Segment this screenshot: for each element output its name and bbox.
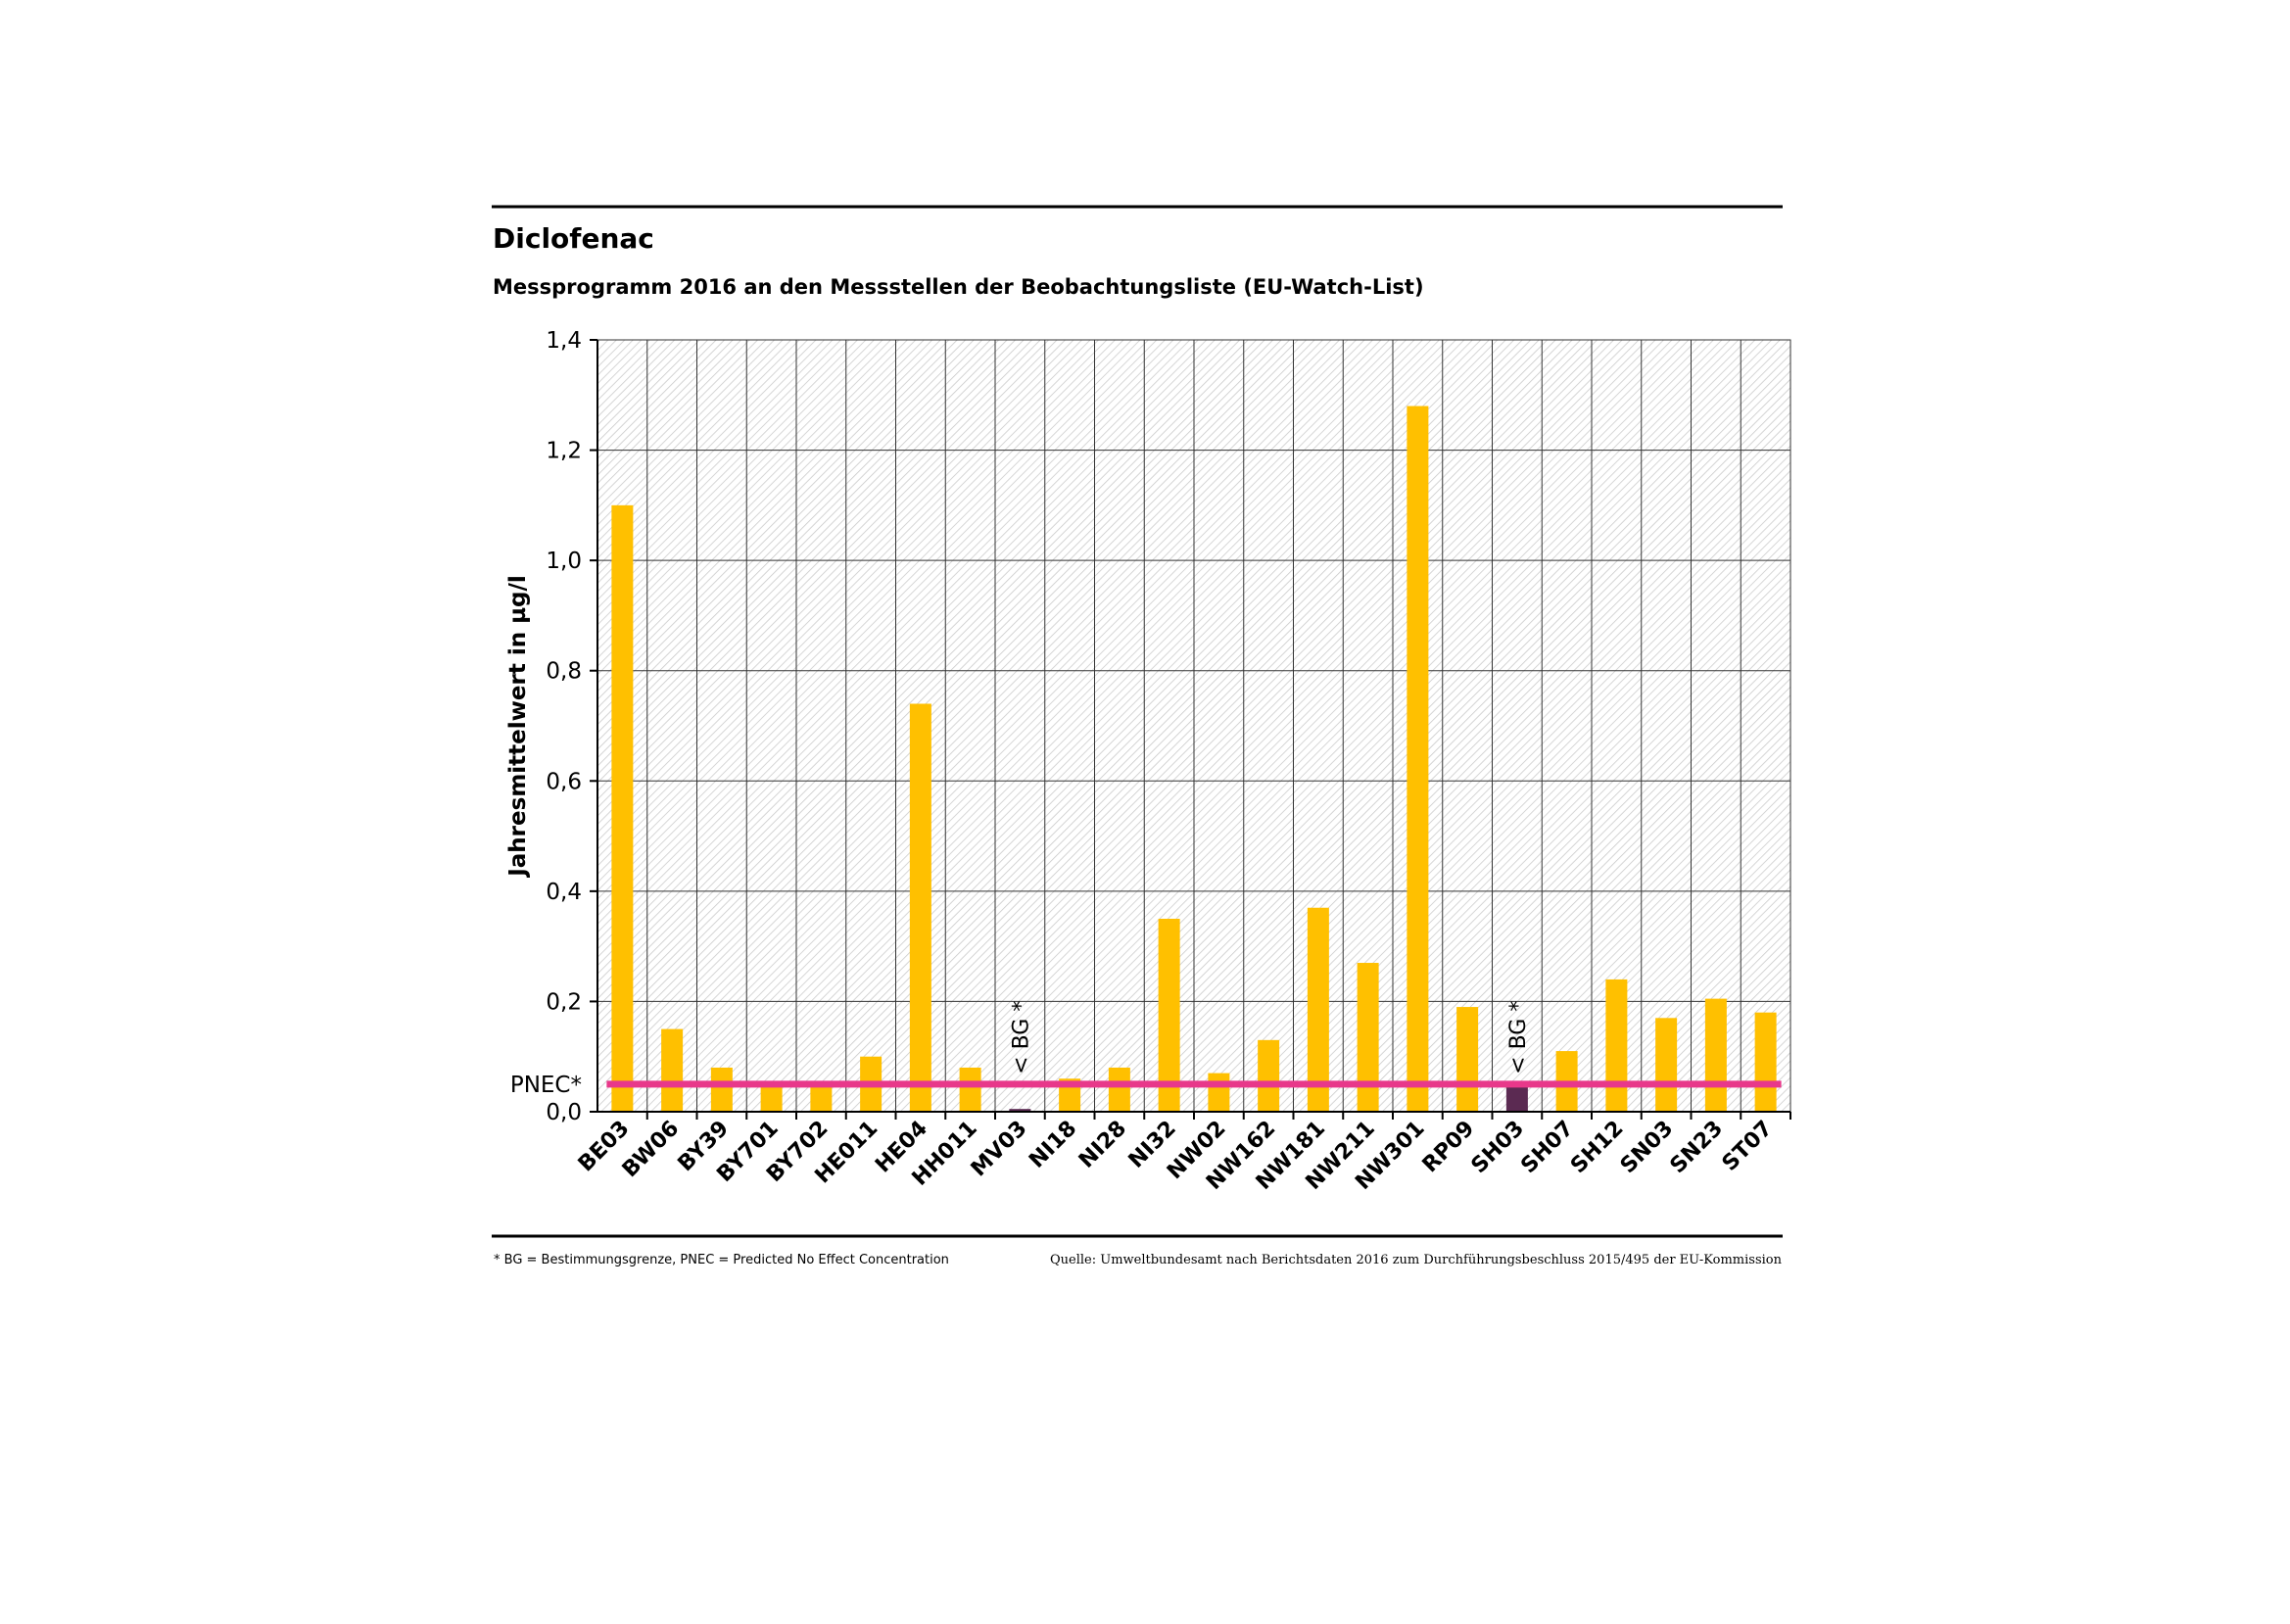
bar [1754,1012,1777,1112]
x-tick-label: SN03 [1616,1117,1679,1179]
chart-subtitle: Messprogramm 2016 an den Messstellen der… [493,275,1424,299]
bar [1158,919,1180,1112]
y-tick-label: 0,2 [546,989,582,1015]
y-tick-label: 0,6 [546,769,582,794]
bar [611,504,634,1112]
y-tick-label: 0,0 [546,1100,582,1125]
x-tick-label: SH07 [1516,1117,1579,1179]
y-tick-label: 1,0 [546,549,582,574]
bar [1258,1039,1280,1112]
bar [1108,1067,1130,1112]
bar [1655,1018,1678,1112]
annotation: < BG * [1506,1001,1531,1075]
bar [959,1067,981,1112]
y-tick-label: 1,2 [546,439,582,464]
x-tick-label: SN23 [1666,1117,1729,1179]
chart-title: Diclofenac [493,222,654,255]
x-tick-label: MV03 [967,1117,1032,1182]
x-tick-label: RP09 [1418,1117,1480,1178]
bar [909,703,931,1112]
x-tick-label: SH12 [1566,1117,1629,1179]
bar [810,1083,833,1112]
y-tick-label: 1,4 [546,328,582,354]
bar [1009,1109,1031,1112]
y-tick-label: 0,8 [546,659,582,685]
bar [710,1067,733,1112]
x-tick-label: ST07 [1718,1117,1778,1176]
bar [1407,406,1429,1112]
x-tick-label: NI28 [1074,1117,1131,1173]
x-tick-label: BW06 [618,1117,684,1182]
bar [661,1028,684,1112]
bar [1456,1007,1479,1112]
bar [1505,1086,1528,1112]
footnote: * BG = Bestimmungsgrenze, PNEC = Predict… [494,1253,949,1267]
bar [1704,998,1727,1112]
bar [1357,963,1379,1112]
reference-label: PNEC* [510,1073,582,1098]
x-tick-label: NI18 [1025,1117,1081,1173]
bar [1605,979,1628,1112]
source: Quelle: Umweltbundesamt nach Berichtsdat… [1050,1253,1783,1267]
x-tick-label: SH03 [1467,1117,1530,1179]
y-tick-label: 0,4 [546,880,582,905]
bar [1307,907,1329,1112]
y-axis-label: Jahresmittelwert in µg/l [505,575,531,879]
bar [760,1083,783,1112]
annotation: < BG * [1009,1001,1033,1075]
bar [1208,1073,1230,1112]
